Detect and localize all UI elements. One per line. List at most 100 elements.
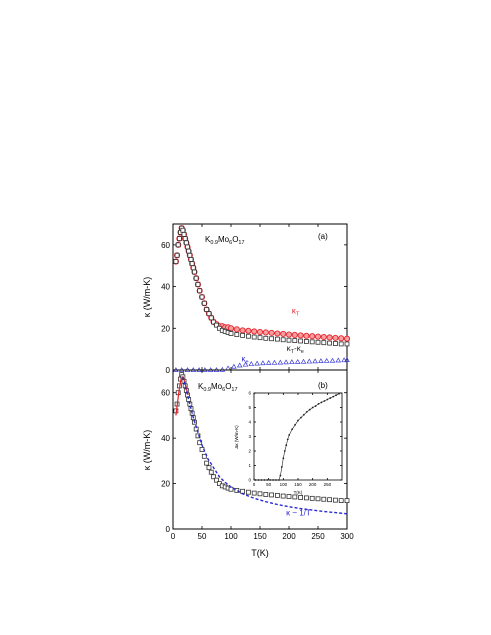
point-kT [239, 327, 246, 334]
point-kT-minus-ke [195, 282, 201, 287]
inset-frame [253, 392, 343, 481]
inset-point [297, 419, 299, 422]
point-ke [248, 361, 255, 366]
point-kT-minus-ke [192, 269, 197, 275]
point-kT-minus-ke [338, 341, 344, 347]
x-tick-label: 0 [253, 482, 256, 487]
point-kT-minus-ke [327, 340, 333, 346]
point-kT-minus-ke [197, 288, 203, 294]
inset-point [285, 444, 288, 447]
point-kT-minus-ke [228, 331, 234, 336]
point-kT [251, 328, 258, 335]
point-kT-minus-ke [338, 498, 344, 504]
point-kT [285, 331, 293, 338]
point-kT-minus-ke [303, 495, 309, 501]
panel-b-marks [173, 372, 350, 515]
point-kT-minus-ke [234, 487, 240, 493]
point-kT-minus-ke [263, 492, 269, 497]
point-kT-minus-ke [280, 493, 286, 499]
point-ke [306, 358, 313, 364]
annotation: κT-κe [287, 344, 304, 355]
point-ke [283, 359, 289, 365]
point-kT-minus-ke [183, 240, 189, 246]
point-kT-minus-ke [269, 336, 275, 342]
inset-point [266, 479, 269, 481]
inset-point [326, 398, 329, 401]
point-kT [262, 329, 269, 336]
series-k-inverse-T [182, 376, 348, 515]
x-tick-label: 250 [324, 482, 332, 487]
point-kT-minus-ke [214, 322, 219, 328]
panel-b-ylabel: κ (W/m-K) [142, 430, 152, 471]
x-tick-label: 200 [282, 532, 296, 541]
y-tick-label: 40 [161, 434, 170, 443]
point-kT-minus-ke [321, 496, 327, 502]
point-kT-minus-ke [174, 252, 180, 258]
inset-point [291, 428, 294, 431]
inset-point [320, 401, 323, 404]
x-tick-label: 250 [311, 532, 325, 541]
inset-point [279, 474, 282, 477]
point-ke [341, 357, 347, 363]
x-tick-label: 50 [198, 532, 207, 541]
x-tick-label: 150 [294, 482, 302, 487]
x-tick-label: 50 [266, 482, 272, 487]
inset-point [305, 410, 308, 413]
y-tick-label: 3 [248, 434, 251, 439]
point-kT-minus-ke [240, 488, 246, 494]
y-tick-label: 6 [248, 391, 251, 396]
inset-point [263, 479, 266, 481]
point-ke [219, 366, 226, 372]
point-kT [274, 330, 281, 337]
point-kT-minus-ke [344, 341, 350, 347]
annotation: κT [292, 307, 300, 318]
y-tick-label: 5 [248, 405, 251, 410]
point-kT-minus-ke [193, 275, 199, 281]
point-kT [256, 328, 264, 336]
point-kT-minus-ke [175, 242, 181, 248]
inset-marks [254, 392, 340, 481]
x-tick-label: 150 [253, 532, 267, 541]
inset-point [260, 479, 263, 481]
point-kT-minus-ke [204, 460, 210, 466]
point-ke [260, 360, 266, 366]
inset-ticks: 0 1 2 3 4 5 6 0 50 100 150 200 250 [248, 391, 342, 487]
inset-point [314, 405, 317, 407]
inset-point [317, 402, 320, 405]
inset-chart: 0 1 2 3 4 5 6 0 50 100 150 200 250 Δκ (W/m-K) T(K) [234, 391, 343, 495]
point-kT-minus-ke [286, 494, 292, 499]
panel-a-annotations: κT κT-κe κe [241, 307, 303, 366]
point-kT-minus-ke [182, 236, 188, 242]
point-kT-minus-ke [321, 340, 327, 346]
panel-a-title: K0.9Mo6O17 [205, 235, 245, 246]
y-tick-label: 1 [248, 463, 251, 468]
point-ke [329, 357, 336, 363]
point-kT-minus-ke [201, 300, 207, 306]
y-tick-label: 60 [161, 241, 170, 250]
point-kT-minus-ke [257, 491, 263, 497]
inset-point [308, 408, 311, 411]
y-tick-label: 4 [248, 420, 251, 425]
point-kT [314, 333, 322, 340]
point-kT-minus-ke [327, 497, 333, 503]
inset-point [280, 466, 283, 468]
inset-point [272, 479, 274, 481]
point-kT-minus-ke [211, 474, 217, 480]
point-kT-minus-ke [332, 341, 338, 346]
y-tick-label: 0 [248, 478, 251, 483]
point-kT [309, 333, 316, 340]
inset-ylabel: Δκ (W/m-K) [234, 425, 239, 449]
point-kT-minus-ke [303, 339, 309, 344]
point-kT-minus-ke [332, 497, 338, 503]
panel-b-label: (b) [318, 381, 328, 390]
point-ke [318, 358, 324, 363]
point-ke [289, 359, 295, 365]
point-kT-minus-ke [185, 244, 190, 250]
x-tick-label: 0 [171, 532, 176, 541]
point-kT-minus-ke [173, 259, 179, 264]
y-tick-label: 2 [248, 449, 251, 454]
inset-point [338, 392, 340, 395]
point-ke [231, 363, 237, 369]
point-kT-minus-ke [251, 490, 257, 496]
